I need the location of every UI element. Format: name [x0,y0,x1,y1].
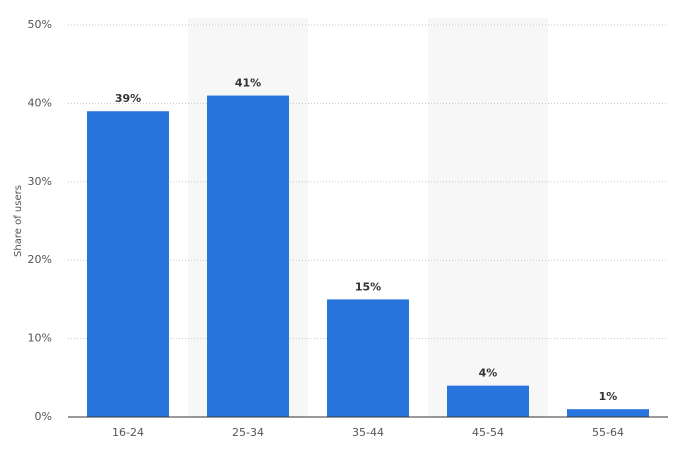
value-label: 39% [115,92,141,105]
value-label: 1% [599,390,618,403]
bar [87,111,169,418]
band-shade [428,18,548,417]
bar [567,409,649,417]
bar [327,299,409,417]
y-axis-label: Share of users [13,185,24,257]
y-tick-label: 10% [28,332,52,345]
x-tick-label: 16-24 [112,426,144,439]
bar [207,95,289,417]
bar [447,385,529,417]
value-label: 4% [479,367,498,380]
y-tick-label: 20% [28,253,52,266]
value-label: 15% [355,280,381,293]
y-tick-label: 50% [28,18,52,31]
x-tick-label: 25-34 [232,426,264,439]
value-label: 41% [235,77,261,90]
y-tick-label: 30% [28,175,52,188]
y-tick-label: 0% [35,410,52,423]
x-tick-label: 35-44 [352,426,384,439]
y-tick-label: 40% [28,96,52,109]
x-tick-label: 55-64 [592,426,624,439]
x-tick-label: 45-54 [472,426,504,439]
